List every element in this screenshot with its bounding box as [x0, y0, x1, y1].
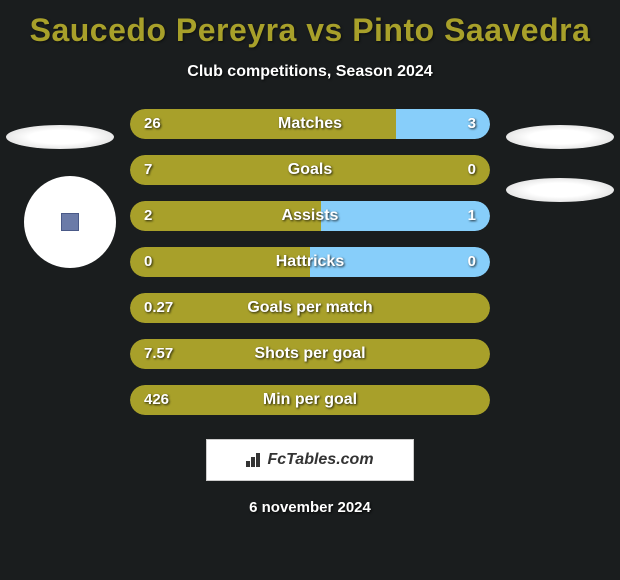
stat-row: Min per goal426: [130, 385, 490, 415]
stat-bar-right: [321, 201, 490, 231]
stats-container: Matches263 Goals70 Assists21 Hattricks00 Goa…: [0, 109, 620, 431]
bar-chart-icon: [246, 453, 264, 467]
stat-bar-right: [310, 247, 490, 277]
stat-bar-left: [130, 109, 396, 139]
stat-row: Goals70: [130, 155, 490, 185]
watermark-text: FcTables.com: [246, 451, 373, 469]
comparison-infographic: Saucedo Pereyra vs Pinto Saavedra Club c…: [0, 0, 620, 580]
stat-row: Shots per goal7.57: [130, 339, 490, 369]
watermark-badge: FcTables.com: [206, 439, 414, 481]
stat-bar-full: [130, 339, 490, 369]
stat-row: Hattricks00: [130, 247, 490, 277]
page-subtitle: Club competitions, Season 2024: [187, 63, 432, 81]
date-label: 6 november 2024: [249, 499, 371, 516]
stat-bar-full: [130, 155, 490, 185]
stat-bar-right: [396, 109, 490, 139]
stat-bar-full: [130, 385, 490, 415]
stat-bar-full: [130, 293, 490, 323]
page-title: Saucedo Pereyra vs Pinto Saavedra: [30, 12, 591, 49]
watermark-label: FcTables.com: [267, 451, 373, 469]
stat-bar-left: [130, 201, 321, 231]
stat-bar-left: [130, 247, 310, 277]
stat-row: Assists21: [130, 201, 490, 231]
stat-row: Matches263: [130, 109, 490, 139]
stat-row: Goals per match0.27: [130, 293, 490, 323]
